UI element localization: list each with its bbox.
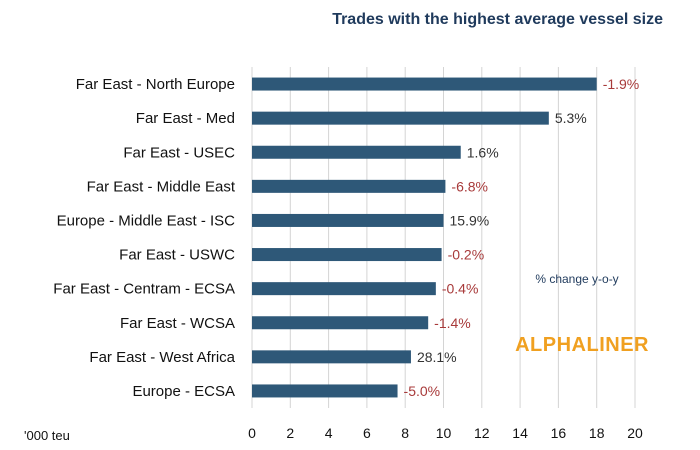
bar — [252, 248, 442, 262]
bar — [252, 179, 446, 193]
x-tick-label: 6 — [363, 425, 371, 441]
category-label: Far East - Centram - ECSA — [53, 281, 235, 298]
category-label: Far East - Middle East — [87, 178, 236, 195]
x-axis-ticks: 0 2 4 6 8 10 12 14 16 18 20 — [248, 425, 643, 441]
change-label: -6.8% — [451, 178, 488, 194]
bar — [252, 213, 444, 227]
x-tick-label: 14 — [512, 425, 528, 441]
yoy-annotation: % change y-o-y — [535, 272, 618, 286]
change-label: 15.9% — [450, 212, 490, 228]
change-label: 1.6% — [467, 144, 499, 160]
x-tick-label: 8 — [401, 425, 409, 441]
x-tick-label: 10 — [436, 425, 452, 441]
change-label: 5.3% — [555, 110, 587, 126]
x-tick-label: 2 — [286, 425, 294, 441]
category-label: Far East - Med — [136, 110, 235, 127]
chart-title: Trades with the highest average vessel s… — [332, 11, 663, 28]
category-label: Far East - West Africa — [89, 349, 235, 366]
category-label: Europe - ECSA — [132, 383, 235, 400]
change-label: -0.2% — [448, 247, 485, 263]
bars — [252, 77, 597, 398]
category-label: Far East - North Europe — [76, 76, 235, 93]
x-tick-label: 0 — [248, 425, 256, 441]
category-label: Far East - USEC — [123, 144, 235, 161]
category-label: Far East - USWC — [119, 247, 235, 264]
bar — [252, 350, 411, 364]
x-tick-label: 12 — [474, 425, 490, 441]
change-label: -1.4% — [434, 315, 471, 331]
bar — [252, 316, 429, 330]
change-label: -5.0% — [404, 383, 441, 399]
x-tick-label: 16 — [551, 425, 567, 441]
x-tick-label: 4 — [325, 425, 333, 441]
x-tick-label: 20 — [627, 425, 643, 441]
bar — [252, 282, 436, 296]
category-labels: Far East - North Europe Far East - Med Far… — [53, 76, 236, 400]
unit-label: '000 teu — [24, 428, 70, 443]
change-label: -1.9% — [603, 76, 640, 92]
change-label: -0.4% — [442, 281, 479, 297]
x-tick-label: 18 — [589, 425, 605, 441]
change-label: 28.1% — [417, 349, 457, 365]
bar — [252, 111, 549, 125]
bar — [252, 384, 398, 398]
bar — [252, 145, 461, 159]
category-label: Europe - Middle East - ISC — [57, 212, 236, 229]
alphaliner-logo: ALPHALINER — [515, 334, 649, 356]
category-label: Far East - WCSA — [120, 315, 235, 332]
bar — [252, 77, 597, 91]
data-labels: -1.9% 5.3% 1.6% -6.8% 15.9% -0.2% -0.4% -1.4% 28… — [404, 76, 640, 399]
